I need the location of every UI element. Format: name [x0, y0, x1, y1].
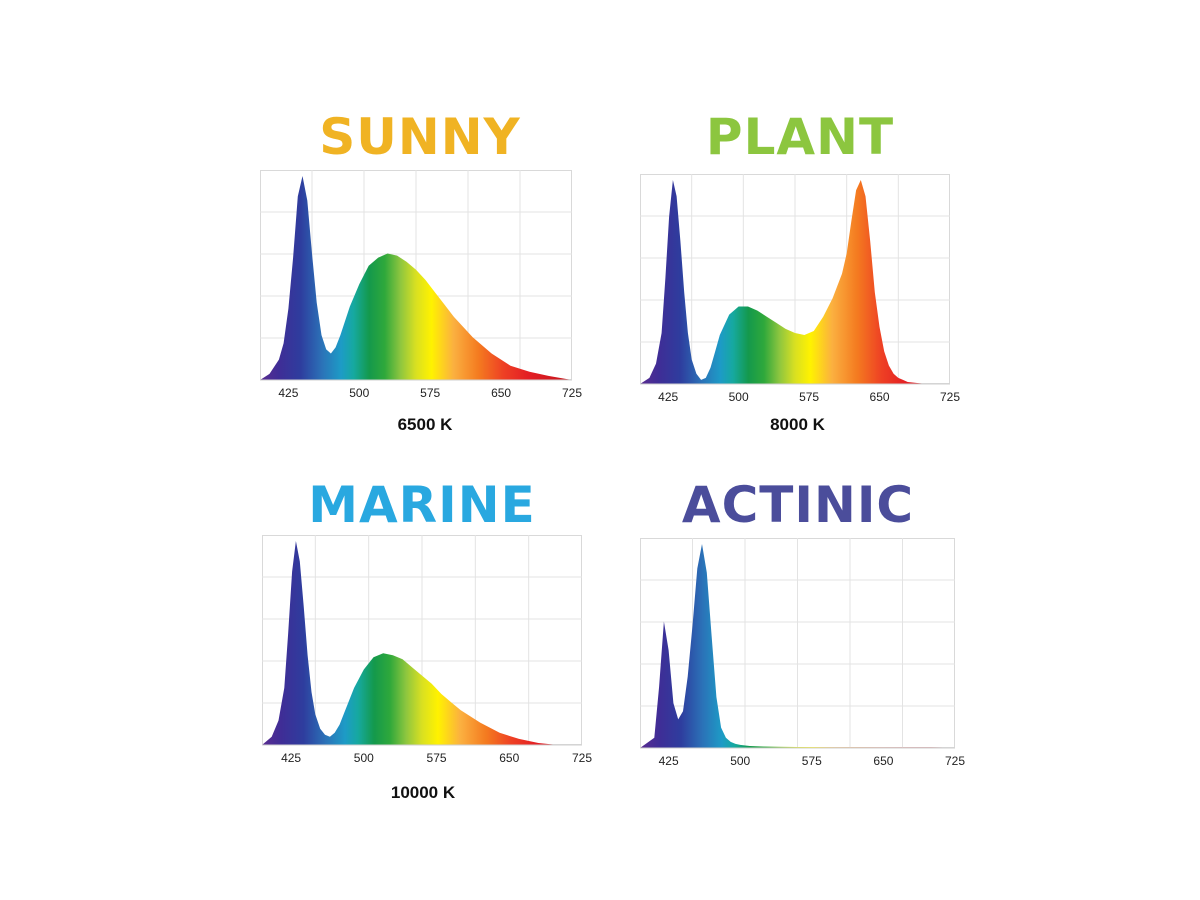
x-tick-label: 725 — [940, 390, 960, 404]
panel-caption: 8000 K — [770, 415, 825, 434]
x-tick-label: 500 — [729, 390, 749, 404]
x-tick-label: 725 — [945, 754, 965, 768]
x-tick-label: 650 — [491, 386, 511, 400]
x-tick-label: 650 — [873, 754, 893, 768]
x-tick-label: 575 — [799, 390, 819, 404]
panel-title: SUNNY — [319, 108, 521, 166]
spectrum-area — [262, 541, 582, 745]
x-tick-label: 725 — [572, 751, 592, 765]
x-tick-label: 425 — [658, 390, 678, 404]
spectrum-area — [640, 544, 955, 748]
x-tick-label: 725 — [562, 386, 582, 400]
x-tick-label: 425 — [278, 386, 298, 400]
x-tick-label: 650 — [870, 390, 890, 404]
x-tick-label: 425 — [281, 751, 301, 765]
spectrum-plot: 425 500 575 650 725 — [640, 538, 965, 768]
spectrum-plot: 425 500 575 650 725 — [262, 535, 592, 765]
x-tick-label: 500 — [354, 751, 374, 765]
x-tick-label: 500 — [349, 386, 369, 400]
panel-caption: 6500 K — [397, 415, 453, 434]
x-tick-label: 575 — [427, 751, 447, 765]
panel-title: MARINE — [308, 476, 536, 534]
x-tick-label: 575 — [420, 386, 440, 400]
x-tick-label: 575 — [802, 754, 822, 768]
panel-title: PLANT — [705, 108, 895, 166]
spectrum-area — [640, 180, 950, 384]
spectrum-plot: 425 500 575 650 725 — [640, 174, 960, 404]
spectrum-area — [260, 176, 572, 380]
x-tick-label: 650 — [499, 751, 519, 765]
panel-title: ACTINIC — [681, 476, 915, 534]
panel-caption: 10000 K — [390, 783, 456, 802]
x-tick-label: 500 — [730, 754, 750, 768]
spectrum-plot: 425 500 575 650 725 — [260, 170, 582, 400]
x-tick-label: 425 — [659, 754, 679, 768]
